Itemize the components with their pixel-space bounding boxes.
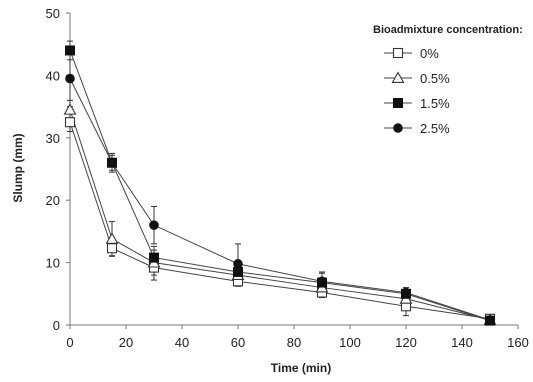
y-axis-title: Slump (mm) — [11, 133, 25, 202]
data-point — [233, 259, 243, 269]
series-markers — [63, 45, 497, 326]
data-point — [106, 243, 118, 254]
data-point — [107, 157, 117, 168]
data-point — [401, 287, 411, 298]
series-line-2 — [69, 50, 491, 322]
x-tick-label: 160 — [507, 335, 529, 350]
x-tick-label: 120 — [395, 335, 417, 350]
legend-label: 2.5% — [420, 121, 450, 136]
data-point — [64, 117, 76, 128]
data-point — [65, 45, 75, 56]
legend-label: 0.5% — [420, 71, 450, 86]
legend-marker — [393, 98, 403, 108]
x-tick-label: 100 — [339, 335, 361, 350]
x-tick-label: 140 — [451, 335, 473, 350]
y-tick-label: 10 — [46, 256, 60, 271]
legend-marker — [391, 71, 405, 83]
series-line-0 — [69, 122, 491, 320]
data-point — [233, 266, 243, 277]
legend-item: 0.5% — [384, 71, 450, 86]
legend-label: 0% — [420, 46, 439, 61]
data-point — [65, 73, 75, 84]
x-tick-label: 0 — [66, 335, 73, 350]
legend-item: 2.5% — [384, 121, 450, 136]
legend-item: 0% — [384, 46, 439, 61]
x-tick-label: 20 — [119, 335, 133, 350]
x-tick-label: 40 — [175, 335, 189, 350]
y-tick-label: 50 — [46, 6, 60, 21]
legend-item: 1.5% — [384, 96, 450, 111]
data-point — [317, 276, 327, 287]
x-tick-label: 60 — [231, 335, 245, 350]
legend-marker — [393, 123, 403, 133]
data-point — [63, 103, 77, 115]
series-line-3 — [69, 78, 491, 321]
legend-label: 1.5% — [420, 96, 450, 111]
series-line-1 — [69, 109, 491, 321]
data-point — [149, 220, 159, 230]
y-tick-label: 0 — [53, 318, 60, 333]
series-lines — [69, 50, 491, 322]
legend-title: Bioadmixture concentration: — [373, 24, 523, 36]
legend-items: 0% 0.5% 1.5% 2.5% — [384, 46, 450, 136]
axes: 0 20 40 60 80 100 120 140 160 0 10 20 30 40 50 — [46, 6, 529, 350]
data-point — [105, 232, 119, 244]
x-tick-label: 80 — [287, 335, 301, 350]
legend: Bioadmixture concentration: 0% 0.5% 1.5% 2.… — [373, 24, 523, 136]
data-point — [485, 315, 495, 325]
x-axis-title: Time (min) — [271, 361, 331, 375]
data-point — [149, 252, 159, 263]
legend-marker — [392, 47, 404, 59]
y-tick-label: 40 — [46, 68, 60, 83]
y-tick-label: 20 — [46, 193, 60, 208]
y-tick-label: 30 — [46, 131, 60, 146]
